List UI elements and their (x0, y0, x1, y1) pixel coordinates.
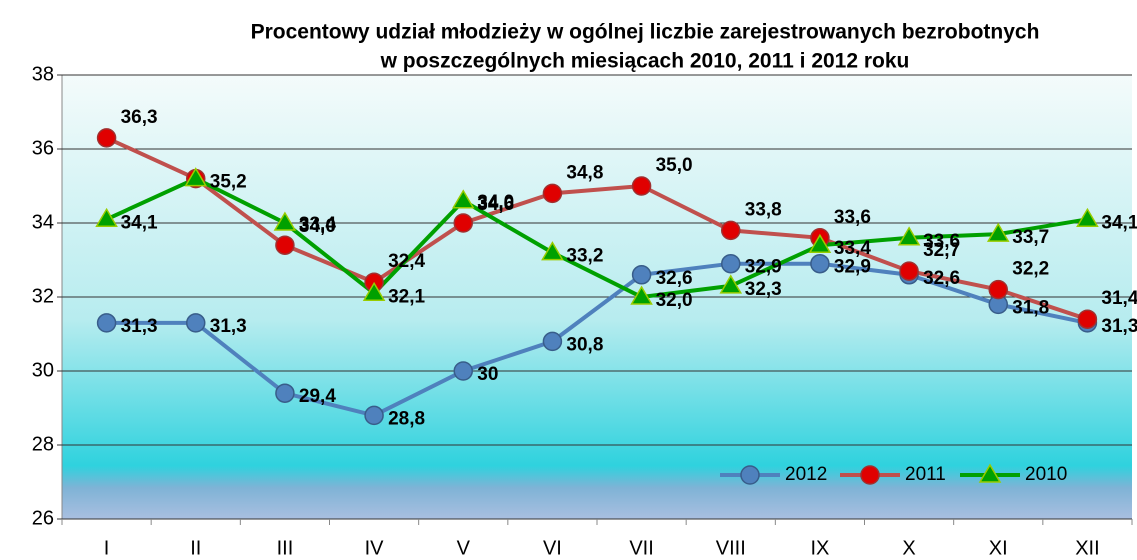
marker (721, 220, 741, 241)
y-tick-label: 26 (32, 507, 54, 529)
marker (740, 465, 760, 485)
data-label: 34,1 (1101, 212, 1137, 233)
marker (273, 211, 297, 231)
series-line (105, 136, 1089, 322)
x-tick-label: XI (989, 537, 1008, 559)
data-label: 32,4 (388, 251, 425, 272)
marker (96, 313, 117, 333)
marker (542, 183, 563, 204)
data-label: 31,3 (1101, 316, 1137, 337)
data-label: 32,1 (388, 286, 425, 307)
x-tick-label: VIII (716, 537, 746, 559)
y-tick-label: 32 (32, 285, 54, 307)
x-tick-label: XII (1075, 537, 1099, 559)
marker (630, 285, 653, 305)
marker (978, 463, 1002, 483)
data-label: 33,8 (745, 199, 782, 220)
x-tick-label: III (277, 537, 294, 559)
x-tick-label: VII (629, 537, 653, 559)
x-tick-label: X (902, 537, 915, 559)
y-tick-label: 36 (32, 137, 54, 159)
data-label: 28,8 (388, 408, 425, 429)
marker (631, 176, 652, 196)
series-line (105, 176, 1088, 300)
marker (988, 279, 1008, 300)
marker (899, 261, 919, 281)
data-label: 33,2 (566, 246, 603, 267)
data-label: 32,6 (923, 268, 960, 289)
marker (810, 253, 830, 274)
data-label: 31,4 (1101, 288, 1137, 309)
marker (453, 213, 473, 233)
data-label: 34,8 (566, 162, 603, 183)
data-label: 34,0 (299, 216, 336, 237)
legend-label: 2012 (785, 464, 827, 485)
x-tick-label: II (190, 537, 201, 559)
data-label: 31,8 (1012, 297, 1049, 318)
marker (95, 207, 118, 228)
marker (364, 405, 384, 426)
data-label: 32,6 (656, 268, 693, 289)
data-label: 31,3 (121, 316, 158, 337)
marker (453, 361, 473, 381)
marker (631, 265, 652, 285)
x-tick-label: IV (365, 537, 385, 559)
data-label: 32,7 (923, 240, 960, 261)
marker (275, 383, 295, 403)
y-tick-label: 28 (32, 433, 54, 455)
data-label: 34,1 (121, 212, 158, 233)
data-label: 30 (477, 364, 498, 385)
legend-label: 2010 (1025, 464, 1067, 485)
data-label: 33,4 (834, 238, 871, 259)
series-line (106, 261, 1088, 418)
data-label: 30,8 (566, 334, 603, 355)
marker (808, 233, 832, 253)
marker (1077, 309, 1098, 329)
chart-title: Procentowy udział młodzieży w ogólnej li… (251, 21, 1040, 44)
data-label: 32,2 (1012, 259, 1049, 280)
data-label: 33,6 (923, 231, 960, 252)
y-tick-label: 30 (32, 359, 54, 381)
data-label: 34,6 (477, 194, 514, 215)
data-label: 33,7 (1012, 227, 1049, 248)
marker (451, 189, 475, 209)
marker (1076, 207, 1099, 228)
marker (186, 313, 206, 333)
y-tick-label: 38 (32, 63, 54, 85)
legend-label: 2011 (905, 464, 946, 485)
marker (275, 235, 295, 255)
data-label: 32,9 (745, 257, 782, 278)
data-label: 32,0 (656, 290, 693, 311)
chart-title: w poszczególnych miesiącach 2010, 2011 i… (380, 50, 910, 73)
marker (542, 331, 563, 352)
x-tick-label: V (457, 537, 471, 559)
marker (96, 128, 117, 148)
marker (362, 281, 386, 302)
data-label: 33,6 (834, 207, 871, 228)
data-label: 34,0 (477, 192, 514, 213)
x-tick-label: I (104, 537, 110, 559)
x-tick-label: VI (543, 537, 562, 559)
marker (986, 222, 1010, 242)
data-label: 35,2 (210, 172, 247, 193)
data-label: 31,3 (210, 316, 247, 337)
data-label: 36,3 (121, 107, 158, 128)
data-label: 33,4 (299, 214, 336, 235)
marker (860, 465, 880, 485)
y-tick-label: 34 (32, 211, 54, 233)
marker (721, 253, 741, 274)
marker (719, 274, 743, 294)
marker (184, 167, 208, 187)
data-label: 32,9 (834, 257, 871, 278)
data-label: 32,3 (745, 279, 782, 300)
data-label: 35,0 (656, 155, 693, 176)
marker (541, 241, 564, 261)
x-tick-label: IX (810, 537, 829, 559)
marker (897, 226, 921, 246)
data-label: 29,4 (299, 386, 336, 407)
